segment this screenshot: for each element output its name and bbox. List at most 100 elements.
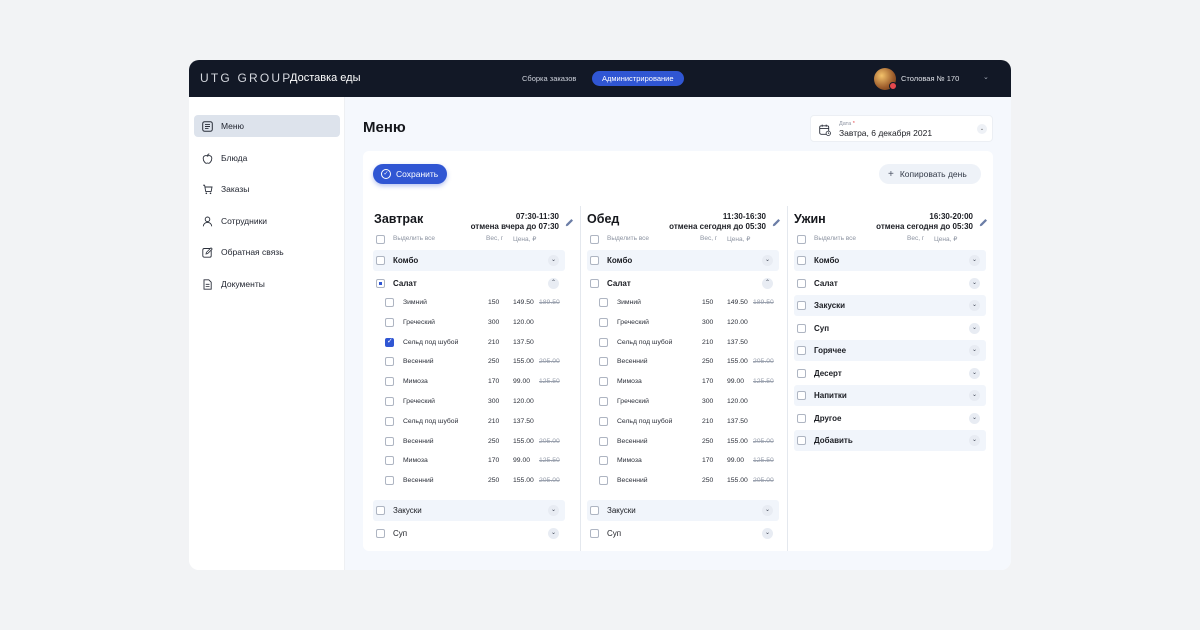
chevron-down-icon[interactable]: ⌄ [969, 412, 980, 424]
dish-checkbox[interactable] [385, 436, 394, 446]
dish-checkbox[interactable] [599, 397, 608, 406]
sidebar-item-feedback[interactable]: Обратная связь [194, 241, 340, 263]
dish-checkbox[interactable] [599, 416, 608, 426]
category-checkbox[interactable] [797, 413, 806, 423]
category-row[interactable]: Салат ⌃ [373, 273, 565, 294]
chevron-down-icon[interactable]: ⌄ [983, 74, 989, 81]
dish-checkbox[interactable] [385, 397, 394, 406]
pencil-icon[interactable] [565, 214, 575, 227]
dish-checkbox[interactable] [599, 436, 608, 446]
dish-checkbox[interactable] [599, 337, 608, 347]
category-checkbox[interactable] [797, 301, 806, 310]
category-checkbox[interactable] [376, 256, 385, 265]
category-row[interactable]: Суп ⌄ [794, 318, 986, 339]
chevron-down-icon[interactable]: ⌄ [969, 277, 980, 289]
chevron-down-icon[interactable]: ⌄ [548, 505, 559, 516]
chevron-down-icon[interactable]: ⌄ [762, 527, 773, 539]
category-row[interactable]: Салат ⌃ [587, 273, 779, 294]
category-checkbox[interactable] [797, 346, 806, 355]
category-checkbox[interactable] [797, 436, 806, 445]
sidebar-item-orders[interactable]: Заказы [194, 178, 340, 200]
dish-checkbox[interactable] [599, 298, 608, 307]
sidebar-item-menu[interactable]: Меню [194, 115, 340, 137]
sidebar-item-dishes[interactable]: Блюда [194, 147, 340, 169]
select-all-checkbox[interactable] [797, 235, 806, 244]
category-row[interactable]: Суп ⌄ [373, 523, 565, 544]
copy-label: Копировать день [899, 169, 967, 179]
category-row[interactable]: Закуски ⌄ [587, 500, 779, 521]
chevron-down-icon[interactable]: ⌄ [969, 367, 980, 379]
category-row[interactable]: Закуски ⌄ [794, 295, 986, 316]
category-checkbox[interactable] [376, 278, 385, 288]
category-checkbox[interactable] [797, 368, 806, 378]
category-row[interactable]: Комбо ⌄ [794, 250, 986, 271]
dish-checkbox[interactable] [385, 476, 394, 486]
dish-checkbox[interactable] [385, 357, 394, 367]
dish-row: Сельд под шубой 210 137.50 [587, 336, 779, 350]
category-row[interactable]: Десерт ⌄ [794, 363, 986, 384]
dish-checkbox[interactable] [385, 456, 394, 466]
date-picker[interactable]: Дата * Завтра, 6 декабря 2021 ⌄ [810, 115, 993, 142]
category-row[interactable]: Напитки ⌄ [794, 385, 986, 406]
chevron-down-icon[interactable]: ⌄ [977, 124, 987, 134]
pencil-icon[interactable] [772, 214, 782, 227]
weight-header: Вес, г [486, 235, 504, 242]
dish-weight: 300 [702, 398, 714, 405]
select-all-checkbox[interactable] [376, 235, 385, 244]
chevron-down-icon[interactable]: ⌄ [762, 505, 773, 516]
sidebar-item-documents[interactable]: Документы [194, 273, 340, 295]
category-checkbox[interactable] [797, 323, 806, 333]
select-all-checkbox[interactable] [590, 235, 599, 244]
category-checkbox[interactable] [376, 528, 385, 538]
dish-checkbox[interactable] [385, 317, 394, 327]
nav-administration[interactable]: Администрирование [592, 71, 684, 86]
dish-checkbox[interactable] [599, 456, 608, 466]
dish-weight: 300 [702, 318, 714, 326]
chevron-up-icon[interactable]: ⌃ [548, 277, 559, 289]
dish-checkbox[interactable] [599, 476, 608, 486]
dish-checkbox[interactable] [599, 317, 608, 327]
pencil-icon[interactable] [979, 214, 989, 227]
dish-checkbox[interactable] [599, 377, 608, 387]
category-checkbox[interactable] [590, 506, 599, 515]
category-row[interactable]: Комбо ⌄ [587, 250, 779, 271]
nav-order-assembly[interactable]: Сборка заказов [522, 74, 577, 83]
category-row[interactable]: Суп ⌄ [587, 523, 779, 544]
chevron-down-icon[interactable]: ⌄ [548, 527, 559, 539]
dish-checkbox[interactable] [385, 416, 394, 426]
dish-name: Сельд под шубой [403, 338, 459, 346]
dish-old-price: 205.00 [753, 358, 774, 366]
category-checkbox[interactable] [590, 278, 599, 288]
chevron-up-icon[interactable]: ⌃ [762, 277, 773, 289]
dish-checkbox[interactable] [385, 337, 394, 347]
meal-time: 11:30-16:30 [722, 212, 766, 221]
category-checkbox[interactable] [797, 256, 806, 265]
category-row[interactable]: Добавить ⌄ [794, 430, 986, 451]
category-checkbox[interactable] [376, 506, 385, 515]
category-row[interactable]: Горячее ⌄ [794, 340, 986, 361]
chevron-down-icon[interactable]: ⌄ [969, 390, 980, 401]
chevron-down-icon[interactable]: ⌄ [969, 435, 980, 446]
save-button[interactable]: ✓ Сохранить [373, 164, 447, 184]
dish-checkbox[interactable] [385, 377, 394, 387]
category-checkbox[interactable] [590, 528, 599, 538]
canteen-name[interactable]: Столовая № 170 [901, 74, 960, 83]
category-checkbox[interactable] [797, 278, 806, 288]
category-checkbox[interactable] [590, 256, 599, 265]
dish-checkbox[interactable] [385, 298, 394, 307]
category-row[interactable]: Закуски ⌄ [373, 500, 565, 521]
category-row[interactable]: Другое ⌄ [794, 408, 986, 429]
chevron-down-icon[interactable]: ⌄ [969, 300, 980, 311]
dish-checkbox[interactable] [599, 357, 608, 367]
chevron-down-icon[interactable]: ⌄ [762, 255, 773, 266]
copy-day-button[interactable]: + Копировать день [879, 164, 981, 184]
category-row[interactable]: Салат ⌄ [794, 273, 986, 294]
chevron-down-icon[interactable]: ⌄ [969, 345, 980, 356]
sidebar-item-employees[interactable]: Сотрудники [194, 210, 340, 232]
chevron-down-icon[interactable]: ⌄ [548, 255, 559, 266]
chevron-down-icon[interactable]: ⌄ [969, 255, 980, 266]
category-checkbox[interactable] [797, 391, 806, 400]
dish-name: Мимоза [617, 457, 642, 465]
chevron-down-icon[interactable]: ⌄ [969, 322, 980, 334]
category-row[interactable]: Комбо ⌄ [373, 250, 565, 271]
